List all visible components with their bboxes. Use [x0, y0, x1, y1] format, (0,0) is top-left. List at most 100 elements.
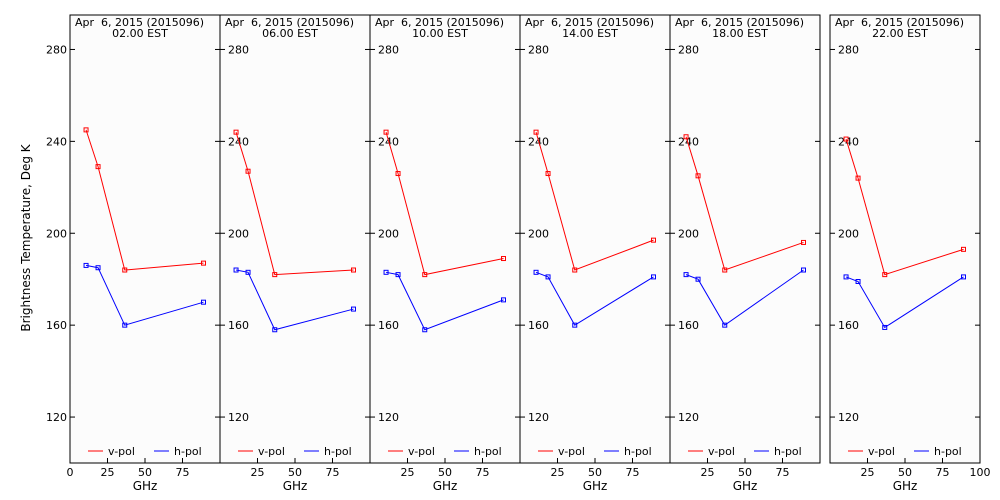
- h-pol-point: [351, 306, 356, 312]
- legend-v-pol-label: v-pol: [708, 445, 735, 458]
- h-pol-point: [245, 269, 251, 275]
- h-pol-point: [545, 274, 551, 280]
- v-pol-line: [85, 129, 204, 271]
- h-pol-point: [882, 324, 888, 330]
- x-tick-label: 75: [626, 466, 640, 479]
- x-tick-label: 75: [326, 466, 340, 479]
- legend-v-pol-label: v-pol: [258, 445, 285, 458]
- v-pol-point: [501, 256, 506, 262]
- y-tick-label: 200: [678, 227, 699, 240]
- y-tick-label: 240: [678, 135, 699, 148]
- v-pol-line: [235, 132, 354, 276]
- panel-5-subtitle: 18.00 EST: [712, 27, 768, 40]
- y-tick-label: 200: [838, 227, 859, 240]
- legend-h-pol-label: h-pol: [624, 445, 652, 458]
- v-pol-point: [801, 239, 806, 245]
- y-tick-label: 160: [678, 319, 699, 332]
- y-tick-label: 120: [46, 411, 67, 424]
- y-tick-label: 120: [378, 411, 399, 424]
- v-pol-point: [351, 267, 356, 273]
- h-pol-point: [272, 327, 278, 333]
- y-tick-label: 160: [378, 319, 399, 332]
- x-tick-label: 50: [588, 466, 602, 479]
- y-tick-label: 120: [838, 411, 859, 424]
- panel-3-title: Apr 6, 2015 (2015096): [375, 16, 504, 29]
- x-tick-label: 75: [776, 466, 790, 479]
- panel-6-title: Apr 6, 2015 (2015096): [835, 16, 964, 29]
- h-pol-point: [233, 267, 239, 273]
- panel-1-x-axis-title: GHz: [133, 479, 158, 493]
- x-tick-label: 0: [67, 466, 74, 479]
- legend-h-pol-label: h-pol: [474, 445, 502, 458]
- v-pol-point: [651, 237, 656, 243]
- h-pol-point: [501, 297, 506, 303]
- y-tick-label: 280: [228, 43, 249, 56]
- x-tick-label: 25: [101, 466, 115, 479]
- legend-h-pol-label: h-pol: [934, 445, 962, 458]
- legend-v-pol-label: v-pol: [868, 445, 895, 458]
- v-pol-point: [122, 267, 128, 273]
- v-pol-point: [572, 267, 578, 273]
- v-pol-point: [395, 171, 401, 177]
- v-pol-line: [685, 136, 804, 271]
- v-pol-point: [843, 136, 849, 142]
- v-pol-point: [233, 129, 239, 135]
- v-pol-point: [245, 168, 251, 174]
- h-pol-point: [572, 322, 578, 328]
- v-pol-point: [683, 134, 689, 140]
- x-tick-label: 25: [701, 466, 715, 479]
- y-tick-label: 280: [46, 43, 67, 56]
- panel-4-subtitle: 14.00 EST: [562, 27, 618, 40]
- panel-2-title: Apr 6, 2015 (2015096): [225, 16, 354, 29]
- v-pol-point: [422, 272, 428, 278]
- h-pol-point: [533, 269, 539, 275]
- v-pol-point: [201, 260, 206, 266]
- h-pol-line: [235, 269, 354, 331]
- panel-4-x-axis-title: GHz: [583, 479, 608, 493]
- y-tick-label: 160: [838, 319, 859, 332]
- y-tick-label: 280: [528, 43, 549, 56]
- panel-5-x-axis-title: GHz: [733, 479, 758, 493]
- v-pol-point: [695, 173, 701, 179]
- legend-h-pol-label: h-pol: [174, 445, 202, 458]
- v-pol-point: [545, 171, 551, 177]
- panel-4-frame: [519, 14, 671, 464]
- h-pol-line: [685, 269, 804, 326]
- h-pol-point: [395, 272, 401, 278]
- panel-1-title: Apr 6, 2015 (2015096): [75, 16, 204, 29]
- h-pol-point: [855, 279, 861, 285]
- h-pol-point: [683, 272, 689, 278]
- h-pol-line: [845, 276, 964, 329]
- x-tick-label: 25: [861, 466, 875, 479]
- h-pol-point: [651, 274, 656, 280]
- x-tick-label: 25: [551, 466, 565, 479]
- y-axis-title: Brightness Temperature, Deg K: [19, 143, 33, 331]
- x-tick-label: 50: [288, 466, 302, 479]
- y-tick-label: 120: [528, 411, 549, 424]
- y-tick-label: 280: [678, 43, 699, 56]
- panel-6-subtitle: 22.00 EST: [872, 27, 928, 40]
- panel-2-subtitle: 06.00 EST: [262, 27, 318, 40]
- panel-4-title: Apr 6, 2015 (2015096): [525, 16, 654, 29]
- y-tick-label: 200: [46, 227, 67, 240]
- h-pol-line: [85, 264, 204, 326]
- legend-h-pol-label: h-pol: [324, 445, 352, 458]
- y-tick-label: 240: [228, 135, 249, 148]
- panel-3-x-axis-title: GHz: [433, 479, 458, 493]
- v-pol-point: [882, 272, 888, 278]
- h-pol-point: [95, 265, 101, 271]
- h-pol-point: [201, 299, 206, 305]
- x-tick-label: 50: [738, 466, 752, 479]
- y-tick-label: 120: [228, 411, 249, 424]
- x-tick-label: 25: [251, 466, 265, 479]
- panel-5-title: Apr 6, 2015 (2015096): [675, 16, 804, 29]
- y-tick-label: 200: [228, 227, 249, 240]
- panel-5-frame: [669, 14, 821, 464]
- panel-6-frame: [829, 14, 981, 464]
- h-pol-point: [801, 267, 806, 273]
- h-pol-point: [83, 262, 89, 268]
- legend-v-pol-label: v-pol: [558, 445, 585, 458]
- v-pol-line: [845, 138, 964, 276]
- v-pol-point: [83, 127, 89, 133]
